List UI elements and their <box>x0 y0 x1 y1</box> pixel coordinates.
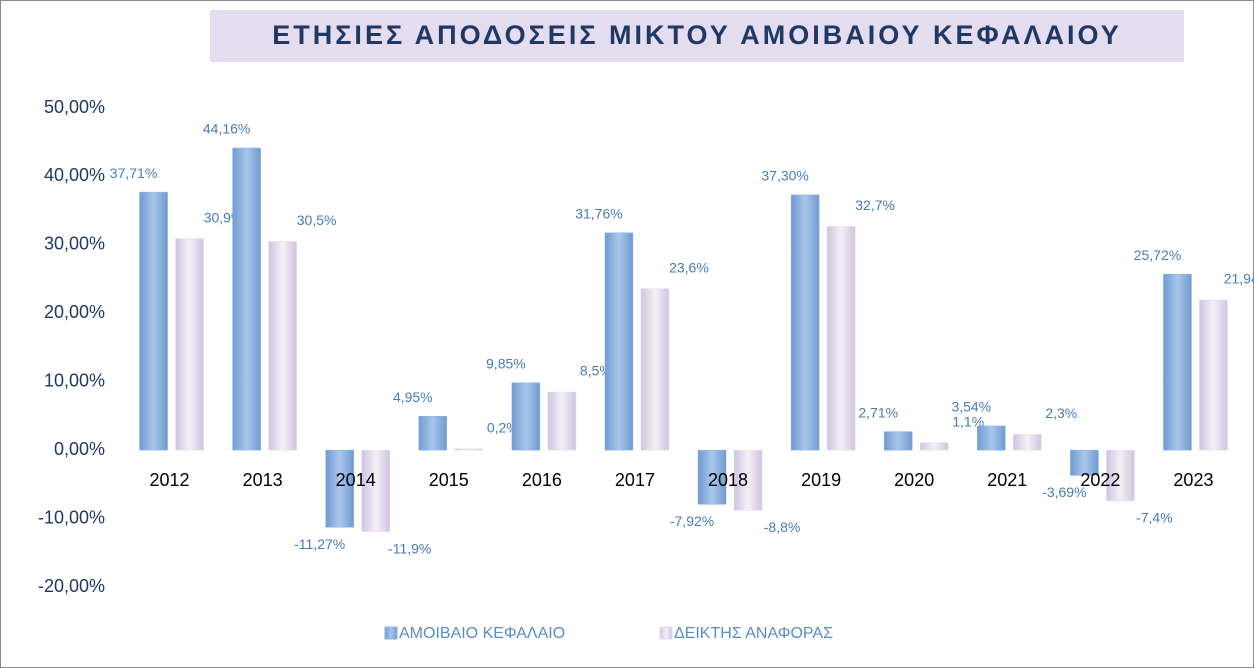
value-label: -7,92% <box>670 513 714 529</box>
legend-label: ΑΜΟΙΒΑΙΟ ΚΕΦΑΛΑΙΟ <box>399 625 565 642</box>
legend-swatch <box>384 626 398 640</box>
value-label: 0,2% <box>487 419 519 435</box>
bar <box>1070 449 1099 476</box>
y-tick-label: 0,00% <box>54 439 105 459</box>
y-tick-label: 20,00% <box>44 302 105 322</box>
bar <box>919 442 949 451</box>
value-label: 2,3% <box>1045 405 1077 421</box>
bar <box>1199 299 1228 451</box>
legend-swatch <box>659 626 673 640</box>
x-tick-label: 2022 <box>1080 470 1120 490</box>
value-label: 23,6% <box>669 259 709 275</box>
bar <box>547 391 577 451</box>
bar <box>511 382 541 451</box>
value-label: 44,16% <box>203 121 250 137</box>
value-label: 37,71% <box>110 165 157 181</box>
bar <box>1106 449 1135 502</box>
value-label: 2,71% <box>858 404 898 420</box>
x-tick-label: 2020 <box>894 470 934 490</box>
bar <box>790 194 820 451</box>
bar <box>361 449 390 532</box>
value-label: 25,72% <box>1134 247 1181 263</box>
bar <box>733 449 763 511</box>
bar <box>883 431 913 451</box>
bar <box>977 425 1006 451</box>
y-tick-label: 10,00% <box>44 370 105 390</box>
x-tick-label: 2018 <box>708 470 748 490</box>
value-label: 32,7% <box>855 197 895 213</box>
value-label: 9,85% <box>486 355 526 371</box>
y-tick-label: 30,00% <box>44 234 105 254</box>
bar <box>826 226 856 451</box>
bar <box>640 288 670 451</box>
value-label: -8,8% <box>764 519 801 535</box>
value-label: -11,9% <box>388 540 431 556</box>
bar <box>175 238 204 451</box>
bar <box>325 449 354 528</box>
value-label: 31,76% <box>575 206 622 222</box>
x-tick-label: 2014 <box>336 470 376 490</box>
bar <box>604 232 634 451</box>
x-tick-label: 2017 <box>615 470 655 490</box>
y-tick-label: 50,00% <box>44 97 105 117</box>
x-tick-label: 2023 <box>1173 470 1213 490</box>
bar <box>1163 273 1192 451</box>
bar <box>697 449 727 505</box>
x-tick-label: 2013 <box>243 470 283 490</box>
x-tick-label: 2015 <box>429 470 469 490</box>
bar <box>1013 434 1042 451</box>
y-tick-label: -10,00% <box>38 507 105 527</box>
value-label: -11,27% <box>294 536 345 552</box>
title-box <box>210 10 1184 62</box>
value-label: -7,4% <box>1136 509 1173 525</box>
y-tick-label: 40,00% <box>44 165 105 185</box>
value-label: 37,30% <box>761 168 808 184</box>
x-tick-label: 2021 <box>987 470 1027 490</box>
value-label: 4,95% <box>393 389 433 405</box>
legend-label: ΔΕΙΚΤΗΣ ΑΝΑΦΟΡΑΣ <box>674 625 833 642</box>
x-tick-label: 2012 <box>150 470 190 490</box>
value-label: 1,1% <box>952 413 984 429</box>
bar <box>139 191 168 451</box>
y-tick-label: -20,00% <box>38 576 105 596</box>
value-label: 30,5% <box>297 212 337 228</box>
x-tick-label: 2019 <box>801 470 841 490</box>
bar <box>418 416 448 451</box>
value-label: 21,94% <box>1224 271 1254 287</box>
value-label: 3,54% <box>951 399 991 415</box>
bar <box>232 147 261 451</box>
chart-title: ΕΤΗΣΙΕΣ ΑΠΟΔΟΣΕΙΣ ΜΙΚΤΟΥ ΑΜΟΙΒΑΙΟΥ ΚΕΦΑΛ… <box>272 20 1122 50</box>
value-label: -3,69% <box>1042 484 1086 500</box>
bar <box>268 241 297 451</box>
x-tick-label: 2016 <box>522 470 562 490</box>
value-label: 8,5% <box>580 363 612 379</box>
bar <box>454 448 484 451</box>
